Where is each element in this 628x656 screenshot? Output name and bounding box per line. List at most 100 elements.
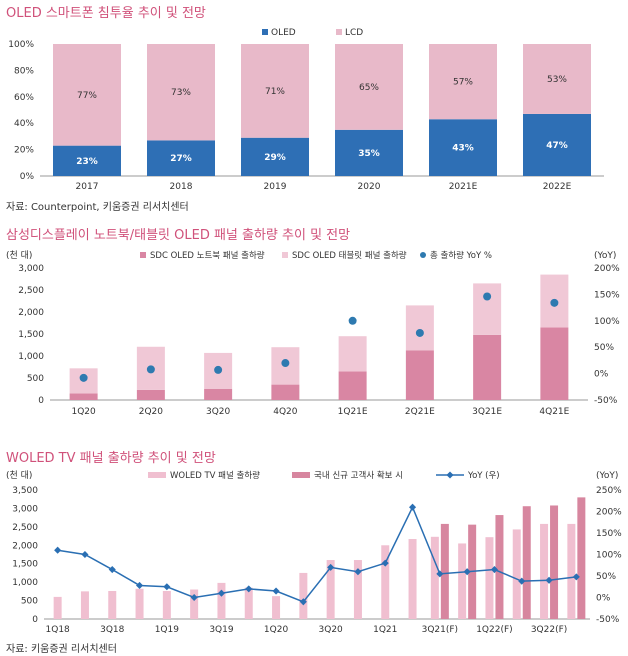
notebook-bar xyxy=(204,389,233,400)
y2-tick-label: 50% xyxy=(596,572,616,582)
x-tick-label: 1Q18 xyxy=(46,625,71,635)
y-tick-label: 40% xyxy=(14,119,34,129)
yoy-point xyxy=(483,292,492,301)
x-tick-label: 2Q20 xyxy=(139,407,164,417)
legend-label: SDC OLED 태블릿 패널 출하량 xyxy=(292,250,407,261)
yoy-point xyxy=(79,373,88,382)
yoy-marker xyxy=(490,566,498,574)
yoy-marker xyxy=(190,593,198,602)
legend-label: 총 출하량 YoY % xyxy=(430,250,492,261)
y-tick-label: 2,500 xyxy=(12,523,38,533)
x-tick-label: 2020 xyxy=(358,182,381,192)
new-customer-bar xyxy=(550,505,559,619)
woled-base-bar xyxy=(80,591,89,619)
woled-base-bar xyxy=(53,596,62,619)
data-label: 43% xyxy=(452,144,474,154)
yoy-marker xyxy=(299,598,307,606)
oled-bar xyxy=(335,129,403,176)
woled-base-bar xyxy=(458,543,467,619)
data-label: 35% xyxy=(358,149,380,159)
yoy-marker xyxy=(108,566,116,574)
woled-base-bar xyxy=(299,572,308,619)
x-tick-label: 1Q19 xyxy=(155,625,180,635)
woled-base-bar xyxy=(272,596,281,619)
data-label: 57% xyxy=(453,78,473,88)
new-customer-bar xyxy=(577,497,586,619)
sdc-notebook-tablet-chart: (천 대) (YoY) 0 500 1,000 1,500 2,000 2,500 3,000 -… xyxy=(6,250,620,417)
x-tick-label: 3Q20 xyxy=(319,625,344,635)
data-label: 27% xyxy=(170,154,192,164)
oled-bar xyxy=(523,113,591,176)
x-tick-label: 1Q20 xyxy=(71,407,96,417)
legend-swatch-oled xyxy=(262,29,268,35)
y2-tick-label: 200% xyxy=(594,264,620,274)
y-tick-label: 0% xyxy=(20,172,35,182)
y-axis-unit: (천 대) xyxy=(6,250,32,261)
oled-bar xyxy=(147,140,215,176)
y2-axis-unit: (YoY) xyxy=(594,251,616,261)
data-label: 29% xyxy=(264,153,286,163)
y2-tick-label: 100% xyxy=(594,317,620,327)
woled-base-bar xyxy=(485,537,494,619)
tablet-bar xyxy=(473,283,502,335)
notebook-bar xyxy=(405,350,434,400)
chart2-title: 삼성디스플레이 노트북/태블릿 OLED 패널 출하량 추이 및 전망 xyxy=(6,228,351,243)
lcd-bar xyxy=(147,44,215,141)
y-tick-label: 1,000 xyxy=(18,352,44,362)
notebook-bar xyxy=(136,389,165,400)
woled-tv-chart: (천 대) (YoY) 0 500 1,000 1,500 2,000 2,500 3,000 3… xyxy=(6,470,622,635)
y2-tick-label: 0% xyxy=(594,370,609,380)
y2-tick-label: 50% xyxy=(594,343,614,353)
legend-swatch-yoy-marker xyxy=(446,471,454,479)
legend-label: SDC OLED 노트북 패널 출하량 xyxy=(150,250,265,261)
y-tick-label: 1,500 xyxy=(18,330,44,340)
x-tick-label: 1Q21 xyxy=(373,625,397,635)
yoy-line xyxy=(57,505,577,603)
x-tick-label: 1Q20 xyxy=(264,625,289,635)
y-tick-label: 20% xyxy=(14,146,34,156)
x-tick-label: 3Q22(F) xyxy=(531,625,567,635)
tablet-bar xyxy=(338,336,367,372)
legend-swatch-notebook xyxy=(140,252,146,258)
yoy-marker xyxy=(217,589,225,597)
yoy-point xyxy=(415,328,424,337)
y2-tick-label: 100% xyxy=(596,551,622,561)
y-tick-label: 2,500 xyxy=(18,286,44,296)
legend-swatch-woled xyxy=(148,472,166,478)
x-tick-label: 4Q20 xyxy=(273,407,298,417)
oled-bar xyxy=(241,137,309,176)
woled-base-bar xyxy=(135,588,144,619)
new-customer-bar xyxy=(522,506,531,619)
x-tick-label: 2018 xyxy=(170,182,193,192)
y-tick-label: 1,000 xyxy=(12,578,38,588)
y2-tick-label: -50% xyxy=(596,615,620,625)
x-tick-label: 2019 xyxy=(264,182,287,192)
legend-label: 국내 신규 고객사 확보 시 xyxy=(314,470,403,481)
y-tick-label: 3,500 xyxy=(12,486,38,496)
y-tick-label: 60% xyxy=(14,93,34,103)
woled-base-bar xyxy=(430,536,439,619)
y-tick-label: 500 xyxy=(27,374,44,384)
y-tick-label: 500 xyxy=(21,597,38,607)
x-tick-label: 2Q21E xyxy=(405,407,435,417)
x-tick-label: 2021E xyxy=(449,182,478,192)
yoy-marker xyxy=(163,583,171,591)
y-tick-label: 1,500 xyxy=(12,560,38,570)
data-label: 71% xyxy=(265,87,285,97)
yoy-marker xyxy=(54,546,62,554)
y2-tick-label: -50% xyxy=(594,396,618,406)
chart1-source: 자료: Counterpoint, 키움증권 리서치센터 xyxy=(6,202,189,213)
data-label: 77% xyxy=(77,91,97,101)
x-tick-label: 3Q19 xyxy=(209,625,234,635)
y-tick-label: 0 xyxy=(38,396,44,406)
new-customer-bar xyxy=(440,523,449,619)
lcd-bar xyxy=(241,44,309,138)
woled-base-bar xyxy=(567,523,576,619)
x-tick-label: 3Q21(F) xyxy=(422,625,458,635)
woled-base-bar xyxy=(540,523,549,619)
yoy-marker xyxy=(136,581,144,589)
new-customer-bar xyxy=(495,515,504,619)
x-tick-label: 1Q22(F) xyxy=(476,625,512,635)
lcd-bar xyxy=(53,44,121,146)
woled-base-bar xyxy=(108,590,117,619)
